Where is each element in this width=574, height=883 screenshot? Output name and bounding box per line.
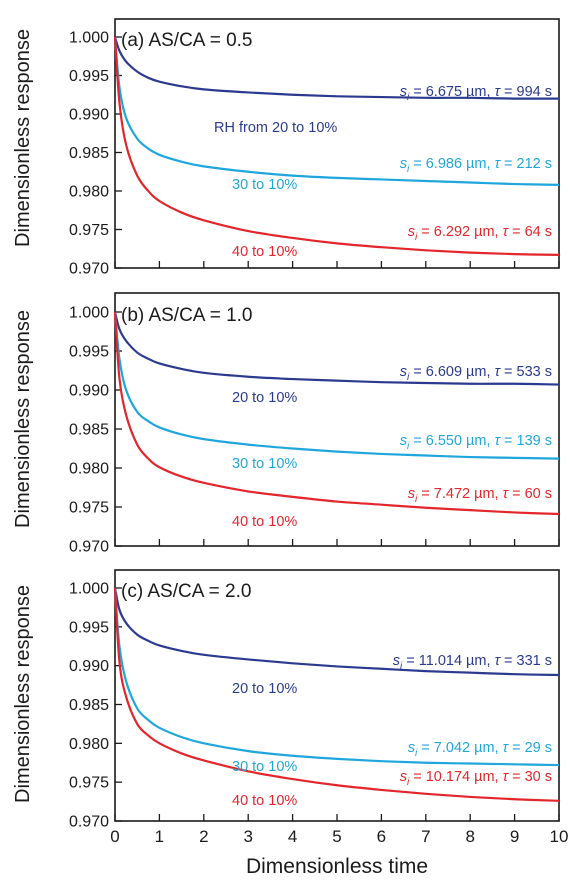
series-line-b-1 xyxy=(113,311,560,386)
x-tick-label: 2 xyxy=(199,827,208,846)
y-tick-label: 0.990 xyxy=(69,107,109,124)
panel-a: Dimensionless response (a) AS/CA = 0.5 0… xyxy=(12,18,560,278)
series-line-b-3 xyxy=(113,311,560,516)
series-params-label-a-2: si = 6.986 µm, τ = 212 s xyxy=(400,156,552,175)
series-params-label-b-2: si = 6.550 µm, τ = 139 s xyxy=(400,433,552,452)
y-axis-label-a: Dimensionless response xyxy=(12,29,34,247)
x-tick-label: 8 xyxy=(465,827,474,846)
y-tick-label: 1.000 xyxy=(69,305,109,322)
y-tick-label: 0.995 xyxy=(69,68,109,85)
panel-title-c: (c) AS/CA = 2.0 xyxy=(121,581,251,602)
series-params-label-c-2: si = 7.042 µm, τ = 29 s xyxy=(408,740,552,759)
y-axis-label-c: Dimensionless response xyxy=(12,585,34,803)
series-name-label-a-2: 30 to 10% xyxy=(232,177,297,193)
x-tick-label: 9 xyxy=(510,827,519,846)
y-ticks-a: 0.970 0.975 0.980 0.985 0.990 0.995 1.000 xyxy=(69,30,560,278)
series-lines-a xyxy=(113,36,560,257)
series-params-label-c-3: si = 10.174 µm, τ = 30 s xyxy=(400,769,552,788)
y-tick-label: 0.980 xyxy=(69,184,109,201)
series-line-a-3 xyxy=(113,36,560,257)
y-tick-label: 0.985 xyxy=(69,422,109,439)
series-name-label-b-3: 40 to 10% xyxy=(232,514,297,530)
y-tick-label: 0.970 xyxy=(69,261,109,278)
series-lines-b xyxy=(113,311,560,516)
y-axis-label-b: Dimensionless response xyxy=(12,310,34,528)
series-line-a-2 xyxy=(113,36,560,186)
plot-frame-b xyxy=(114,292,560,547)
y-tick-label: 0.990 xyxy=(69,383,109,400)
series-name-label-b-1: 20 to 10% xyxy=(232,390,297,406)
y-tick-label: 0.995 xyxy=(69,344,109,361)
series-name-label-a-3: 40 to 10% xyxy=(232,244,297,260)
series-name-label-c-3: 40 to 10% xyxy=(232,793,297,809)
y-tick-label: 0.980 xyxy=(69,736,109,753)
x-tick-label: 0 xyxy=(110,827,119,846)
y-tick-label: 0.985 xyxy=(69,697,109,714)
y-tick-label: 0.980 xyxy=(69,461,109,478)
series-name-label-c-1: 20 to 10% xyxy=(232,681,297,697)
x-ticks-c: 0 1 2 3 4 5 6 7 8 9 10 xyxy=(110,827,568,846)
y-tick-label: 0.990 xyxy=(69,658,109,675)
y-tick-label: 1.000 xyxy=(69,581,109,598)
x-tick-label: 7 xyxy=(421,827,430,846)
y-tick-label: 0.975 xyxy=(69,500,109,517)
series-params-label-b-1: si = 6.609 µm, τ = 533 s xyxy=(400,364,552,383)
panel-title-b: (b) AS/CA = 1.0 xyxy=(121,305,253,326)
y-tick-label: 0.970 xyxy=(69,539,109,556)
y-tick-label: 0.975 xyxy=(69,222,109,239)
y-tick-label: 0.970 xyxy=(69,814,109,831)
y-tick-label: 0.995 xyxy=(69,619,109,636)
series-params-label-a-1: si = 6.675 µm, τ = 994 s xyxy=(400,84,552,103)
series-line-c-1 xyxy=(113,587,560,677)
series-params-label-a-3: si = 6.292 µm, τ = 64 s xyxy=(408,224,552,243)
x-tick-label: 5 xyxy=(332,827,341,846)
y-ticks-b: 0.970 0.975 0.980 0.985 0.990 0.995 1.000 xyxy=(69,305,560,556)
series-params-label-b-3: si = 7.472 µm, τ = 60 s xyxy=(408,486,552,505)
panel-c: Dimensionless response (c) AS/CA = 2.0 0… xyxy=(12,569,568,878)
y-tick-label: 1.000 xyxy=(69,30,109,47)
y-tick-label: 0.975 xyxy=(69,775,109,792)
x-tick-label: 10 xyxy=(550,827,569,846)
panel-b: Dimensionless response (b) AS/CA = 1.0 0… xyxy=(12,292,560,556)
series-line-c-2 xyxy=(113,587,560,767)
y-ticks-c: 0.970 0.975 0.980 0.985 0.990 0.995 1.000 xyxy=(69,581,560,831)
x-tick-label: 1 xyxy=(155,827,164,846)
series-name-label-a-1: RH from 20 to 10% xyxy=(214,120,337,136)
x-axis-label: Dimensionless time xyxy=(246,855,428,878)
series-line-a-1 xyxy=(113,36,560,100)
y-tick-label: 0.985 xyxy=(69,145,109,162)
series-name-label-b-2: 30 to 10% xyxy=(232,456,297,472)
x-tick-label: 4 xyxy=(288,827,297,846)
series-name-label-c-2: 30 to 10% xyxy=(232,759,297,775)
series-params-label-c-1: si = 11.014 µm, τ = 331 s xyxy=(393,653,552,672)
panel-title-a: (a) AS/CA = 0.5 xyxy=(121,30,253,51)
x-tick-label: 3 xyxy=(243,827,252,846)
series-lines-c xyxy=(113,587,560,802)
series-line-c-3 xyxy=(113,587,560,802)
x-tick-label: 6 xyxy=(377,827,386,846)
series-line-b-2 xyxy=(113,311,560,460)
